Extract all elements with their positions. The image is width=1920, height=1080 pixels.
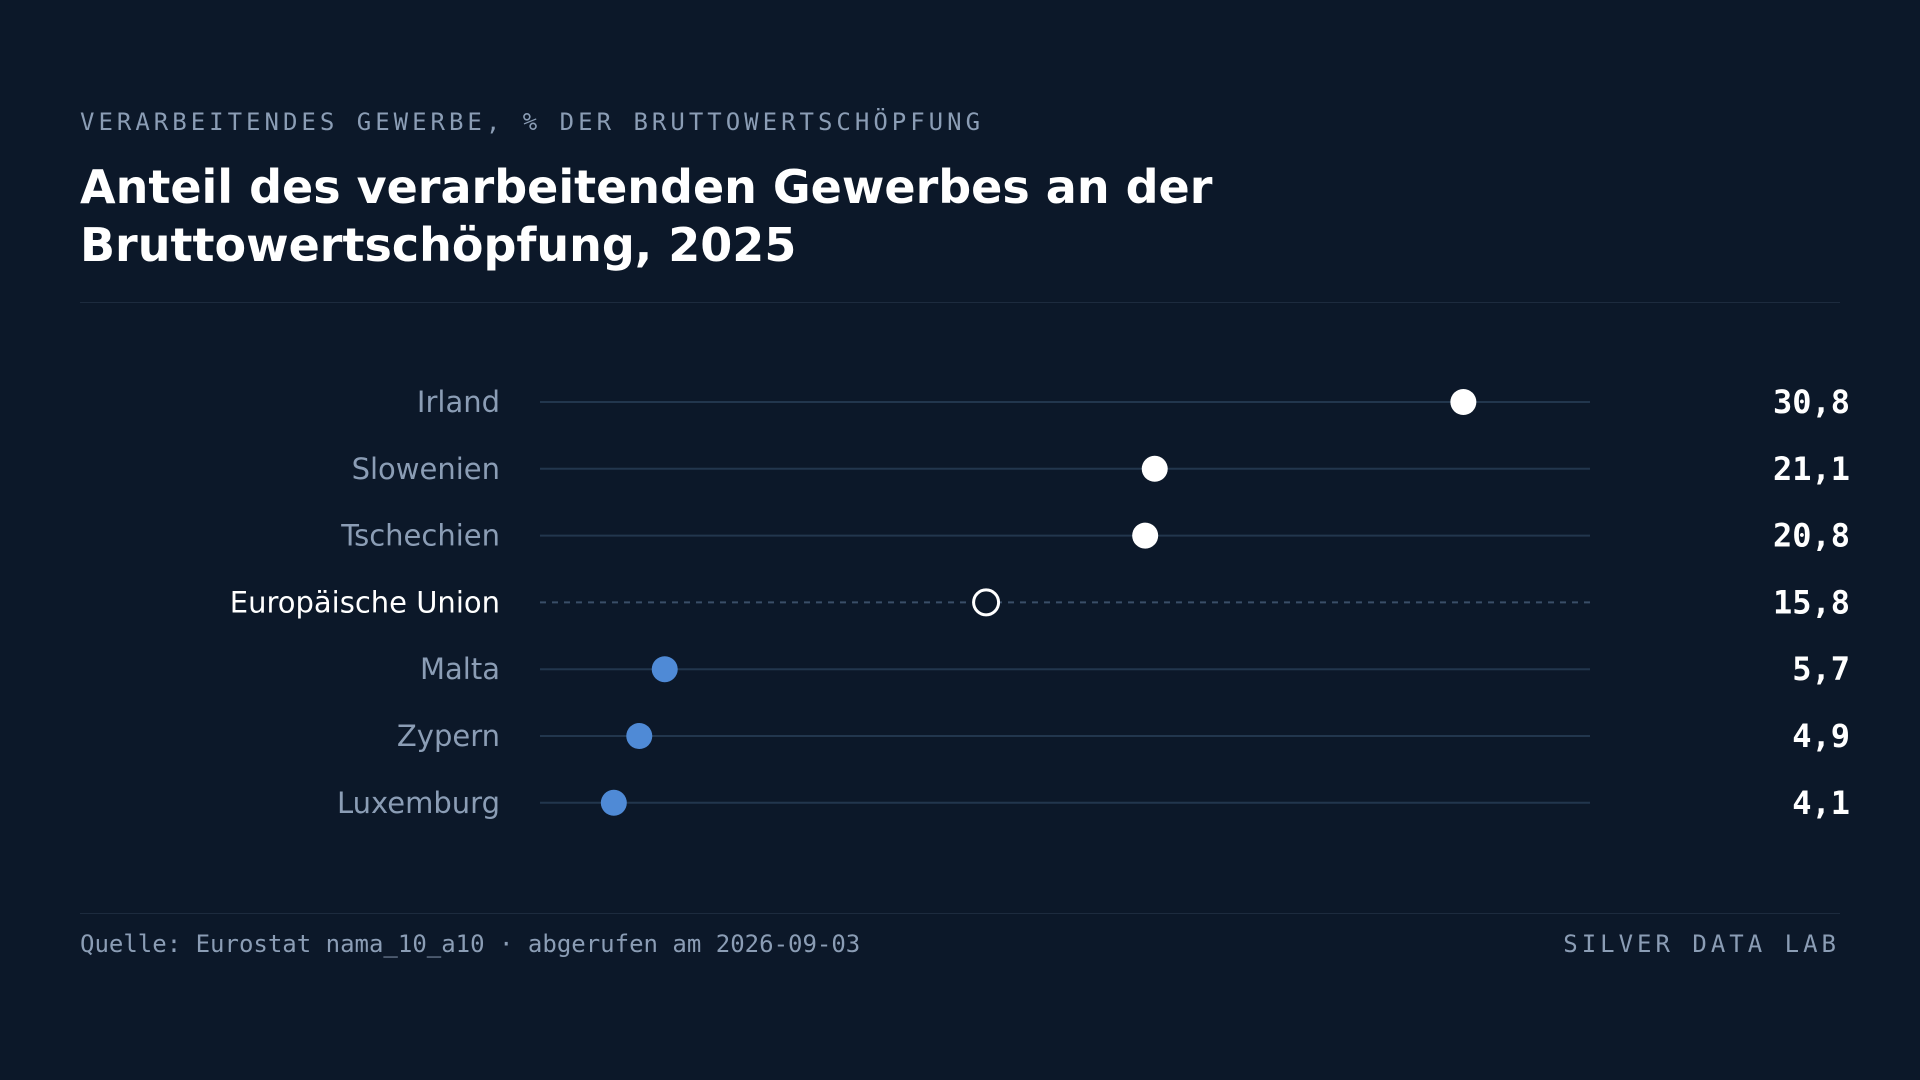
data-point-slowenien bbox=[1141, 455, 1168, 482]
category-label-irland: Irland bbox=[417, 385, 500, 419]
data-point-tschechien bbox=[1132, 522, 1159, 549]
value-label-malta: 5,7 bbox=[1792, 650, 1850, 688]
source-note: Quelle: Eurostat nama_10_a10 · abgerufen… bbox=[80, 930, 861, 958]
data-point-zypern bbox=[626, 723, 653, 749]
category-label-slowenien: Slowenien bbox=[352, 452, 500, 486]
chart-title: Anteil des verarbeitenden Gewerbes an de… bbox=[80, 160, 1213, 272]
category-label-malta: Malta bbox=[420, 652, 500, 686]
category-label-luxemburg: Luxemburg bbox=[337, 786, 500, 820]
value-label-europäische-union: 15,8 bbox=[1773, 583, 1850, 621]
brand-label: SILVER DATA LAB bbox=[1563, 930, 1840, 958]
header-divider bbox=[80, 302, 1840, 303]
category-label-tschechien: Tschechien bbox=[340, 519, 500, 553]
value-label-slowenien: 21,1 bbox=[1773, 450, 1850, 488]
data-point-europäische-union bbox=[972, 588, 1001, 617]
value-label-irland: 30,8 bbox=[1773, 383, 1850, 421]
data-point-irland bbox=[1450, 389, 1477, 415]
footer-divider bbox=[80, 913, 1840, 914]
chart-eyebrow: VERARBEITENDES GEWERBE, % DER BRUTTOWERT… bbox=[80, 108, 985, 136]
value-label-tschechien: 20,8 bbox=[1773, 517, 1850, 555]
category-label-europäische-union: Europäische Union bbox=[230, 585, 500, 619]
data-point-malta bbox=[651, 656, 678, 683]
value-label-luxemburg: 4,1 bbox=[1792, 784, 1850, 822]
data-point-luxemburg bbox=[600, 789, 627, 816]
category-label-zypern: Zypern bbox=[397, 719, 500, 753]
value-label-zypern: 4,9 bbox=[1792, 717, 1850, 755]
